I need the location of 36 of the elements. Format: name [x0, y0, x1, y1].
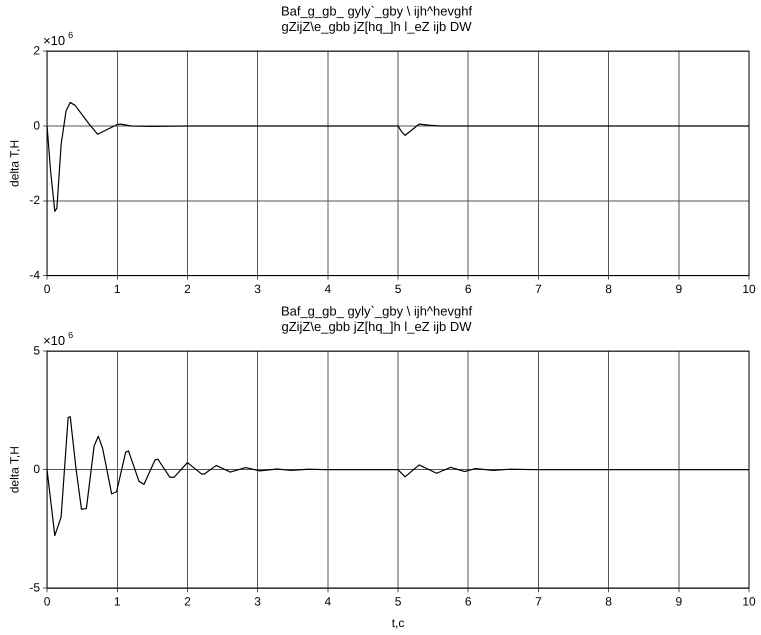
- y-tick-label: -2: [29, 193, 40, 208]
- text: gZijZ\e_gbb jZ[hq_]h l_eZ ijb DW: [281, 318, 472, 334]
- x-tick-label: 2: [184, 282, 192, 296]
- x-tick-label: 7: [535, 282, 542, 296]
- y-tick-label: 0: [33, 118, 40, 132]
- x-axis-title: t,c: [392, 616, 404, 630]
- x-tick-label: 9: [675, 594, 682, 609]
- x-tick-label: 4: [324, 594, 332, 609]
- x-tick-label: 5: [394, 594, 402, 609]
- y-tick-label: -5: [29, 580, 40, 595]
- x-tick-label: 5: [394, 282, 402, 296]
- x-tick-label: 6: [464, 282, 472, 296]
- x-tick-label: 0: [44, 282, 51, 296]
- x-tick-label: 10: [742, 282, 756, 296]
- x-tick-label: 1: [114, 282, 121, 296]
- y-axis-title: delta T,H: [8, 140, 22, 187]
- x-tick-label: 0: [44, 594, 51, 609]
- text: gZijZ\e_gbb jZ[hq_]h l_eZ ijb DW: [281, 18, 472, 34]
- text: Baf_g_gb_ gyly`_gby \ ijh^hevghf: [280, 3, 472, 18]
- y-tick-label: 5: [33, 344, 40, 358]
- x-tick-label: 6: [464, 594, 472, 609]
- y-tick-label: 0: [33, 462, 40, 476]
- x-tick-label: 10: [742, 594, 756, 609]
- x-tick-label: 8: [605, 282, 612, 296]
- x-tick-label: 9: [675, 282, 682, 296]
- x-tick-label: 4: [324, 282, 332, 296]
- x-tick-label: 2: [184, 594, 192, 609]
- text: Baf_g_gb_ gyly`_gby \ ijh^hevghf: [280, 303, 472, 318]
- x-tick-label: 3: [254, 282, 262, 296]
- y-axis-title: delta T,H: [8, 446, 22, 494]
- x-tick-label: 8: [605, 594, 612, 609]
- x-tick-label: 7: [535, 594, 542, 609]
- y-tick-label: 2: [33, 44, 40, 58]
- x-tick-label: 3: [254, 594, 262, 609]
- x-tick-label: 1: [114, 594, 121, 609]
- y-tick-label: -4: [29, 268, 40, 282]
